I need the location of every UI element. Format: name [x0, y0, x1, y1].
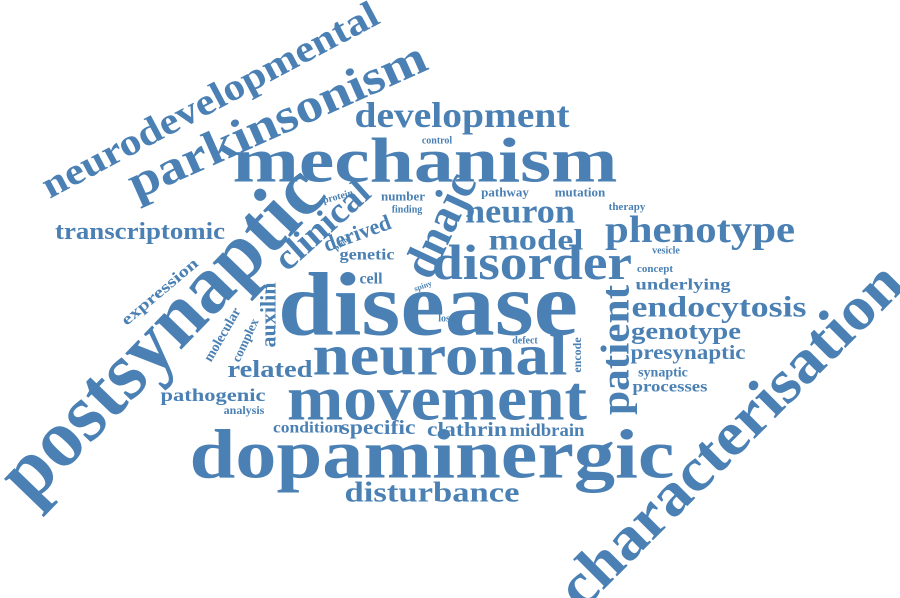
word: condition [273, 420, 343, 437]
word: auxilin [256, 283, 281, 348]
word: genotype [631, 319, 741, 345]
word: number [381, 189, 425, 204]
word: neuron [465, 194, 575, 231]
word: patient [593, 284, 638, 415]
word: encode [570, 337, 584, 373]
word: presynaptic [631, 342, 746, 364]
word: analysis [224, 403, 265, 417]
word: pathogenic [161, 385, 266, 405]
word: related [228, 357, 314, 383]
word: cell [359, 271, 383, 288]
word: loss [438, 314, 454, 325]
word: defect [512, 336, 538, 347]
word: movement [287, 363, 588, 434]
word: synaptic [638, 366, 688, 381]
word: model [489, 224, 584, 257]
word: disease [278, 256, 578, 355]
word: neuronal [313, 323, 568, 388]
word: finding [392, 205, 423, 216]
word: concept [637, 263, 673, 275]
word: midbrain [510, 420, 585, 440]
word: vesicle [652, 246, 680, 257]
word: underlying [636, 277, 731, 294]
word: control [422, 136, 453, 147]
word: clathrin [427, 419, 507, 441]
word: disturbance [345, 478, 520, 509]
word: genetic [340, 247, 395, 264]
word: processes [633, 379, 708, 396]
word: phenotype [605, 209, 795, 251]
word: endocytosis [632, 291, 807, 324]
word: therapy [609, 201, 646, 213]
word: dopaminergic [190, 417, 675, 494]
word: mutation [555, 185, 606, 200]
word: transcriptomic [55, 219, 225, 245]
word: disorder [432, 234, 632, 290]
word: mechanism [233, 125, 618, 196]
word: development [355, 95, 570, 135]
word: specific [341, 417, 416, 439]
word: pathway [481, 185, 529, 200]
